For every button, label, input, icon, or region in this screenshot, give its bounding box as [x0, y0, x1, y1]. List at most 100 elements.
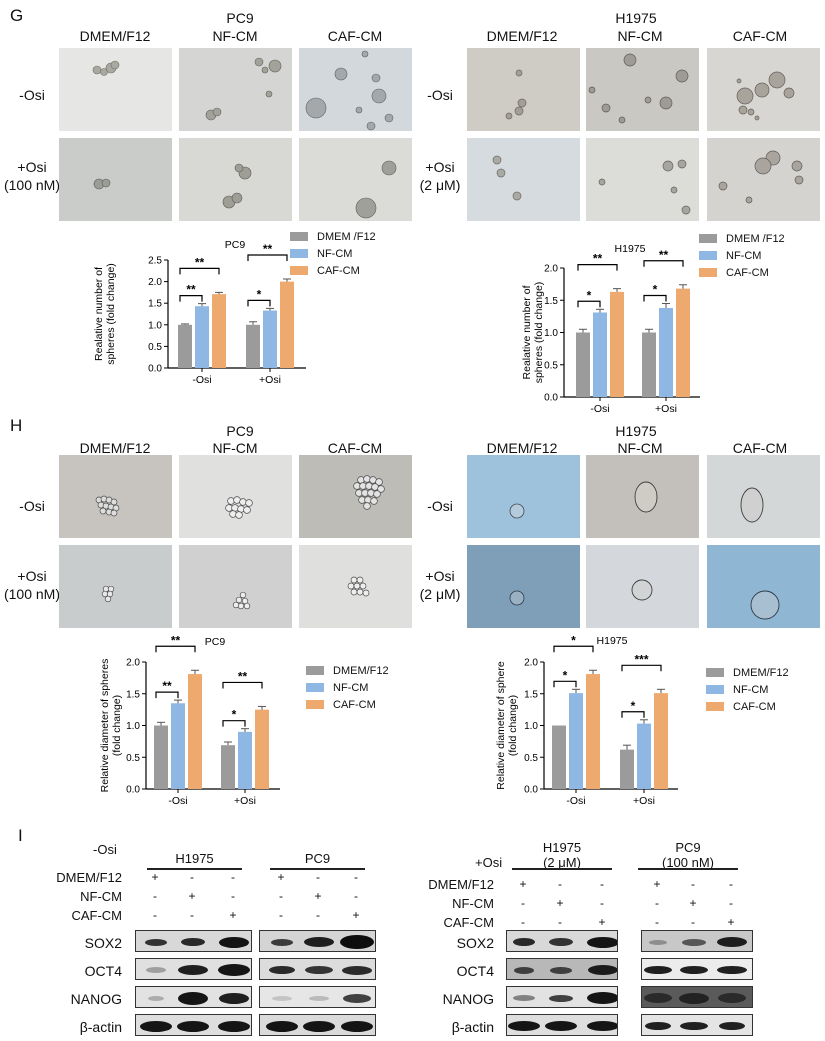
protein-band — [717, 937, 747, 947]
protein-band — [587, 936, 617, 948]
y-tick-label: 2.0 — [126, 658, 140, 669]
protein-band — [513, 995, 535, 1001]
micrograph-h-pc9-nf-plus — [179, 545, 292, 628]
legend-item: DMEM /F12 — [699, 230, 785, 247]
micrograph-g-pc9-caf-plus — [299, 138, 412, 221]
treatment-sign: - — [600, 877, 604, 891]
micrograph-h-h1975-caf-minus — [707, 455, 820, 538]
treatment-sign: + — [689, 896, 697, 910]
g-right-col-caf: CAF-CM — [732, 28, 788, 44]
micrograph-g-h1975-dmem-plus — [467, 138, 580, 221]
treatment-label: DMEM/F12 — [56, 870, 122, 885]
treatment-label: CAF-CM — [443, 915, 494, 930]
y-tick-label: 1.0 — [126, 721, 140, 732]
protein-band — [178, 991, 208, 1005]
treatment-label: CAF-CM — [71, 908, 122, 923]
y-tick-label: 0.0 — [524, 785, 538, 796]
significance-bracket — [643, 294, 667, 302]
cell-line-header: PC9 — [270, 851, 365, 866]
legend-h-pc9: DMEM/F12 NF-CM CAF-CM — [306, 662, 389, 713]
chart-title: H1975 — [615, 243, 646, 255]
blot-strip — [641, 930, 753, 952]
micrograph-g-pc9-nf-plus — [179, 138, 292, 221]
g-right-col-dmem: DMEM/F12 — [486, 28, 558, 44]
swatch — [306, 700, 324, 709]
y-tick-label: 1.0 — [524, 721, 538, 732]
legend-item: NF-CM — [706, 681, 789, 698]
protein-band — [587, 992, 617, 1004]
bar — [188, 674, 202, 789]
treatment-sign: - — [521, 915, 525, 929]
y-tick-label: 1.5 — [524, 689, 538, 700]
significance-label: ** — [195, 255, 205, 269]
y-tick-label: 1.5 — [126, 689, 140, 700]
protein-band — [218, 964, 250, 976]
y-axis-label: spheres (fold change) — [533, 282, 545, 384]
protein-band — [148, 995, 164, 1001]
h-right-cell-line: H1975 — [615, 423, 657, 439]
significance-bracket — [577, 264, 618, 271]
significance-bracket — [553, 645, 594, 653]
chart-title: H1975 — [597, 635, 628, 647]
protein-band — [271, 938, 293, 946]
protein-band — [269, 966, 295, 974]
cell-line-header: H1975 (2 μM) — [512, 840, 612, 870]
protein-band — [508, 1021, 540, 1031]
cell-line-header: H1975 — [147, 851, 242, 866]
treatment-sign: - — [279, 889, 283, 903]
protein-band — [645, 1022, 671, 1030]
protein-band — [181, 938, 205, 946]
bar — [659, 307, 673, 397]
protein-label: OCT4 — [84, 963, 122, 979]
x-tick-label: +Osi — [259, 374, 281, 386]
treatment-sign: - — [231, 889, 235, 903]
treatment-sign: - — [691, 915, 695, 929]
panel-letter-h: H — [10, 416, 23, 435]
significance-bracket — [621, 711, 645, 718]
protein-band — [719, 1022, 745, 1030]
bar — [586, 674, 600, 789]
swatch — [290, 249, 308, 258]
micrograph-g-h1975-nf-plus — [586, 138, 699, 221]
significance-label: *** — [634, 652, 648, 666]
treatment-sign: - — [190, 908, 194, 922]
h-left-cell-line: PC9 — [226, 423, 254, 439]
protein-band — [549, 938, 573, 946]
y-tick-label: 2.0 — [148, 277, 162, 288]
panel-letter-i: I — [18, 826, 23, 845]
treatment-sign: + — [598, 915, 606, 929]
micrograph-h-pc9-caf-plus — [299, 545, 412, 628]
blot-strip — [506, 986, 618, 1008]
bar — [246, 324, 260, 368]
micrograph-h-h1975-nf-plus — [586, 545, 699, 628]
swatch — [699, 234, 717, 243]
treatment-sign: - — [655, 915, 659, 929]
treatment-sign: - — [279, 908, 283, 922]
bar — [280, 281, 294, 368]
swatch — [290, 232, 308, 241]
legend-item: DMEM/F12 — [706, 664, 789, 681]
swatch — [706, 668, 724, 677]
micrograph-h-h1975-dmem-plus — [467, 545, 580, 628]
swatch — [306, 666, 324, 675]
y-tick-label: 2.0 — [524, 658, 538, 669]
protein-label: NANOG — [442, 991, 494, 1007]
treatment-sign: + — [653, 877, 661, 891]
protein-band — [219, 936, 249, 948]
micrograph-g-h1975-dmem-minus — [467, 48, 580, 131]
bar — [195, 306, 209, 368]
protein-band — [680, 966, 708, 974]
treatment-sign: + — [188, 889, 196, 903]
treatment-sign: + — [314, 889, 322, 903]
protein-band — [309, 995, 329, 1001]
bar — [263, 310, 277, 368]
significance-label: ** — [186, 283, 196, 297]
osi-condition-label: +Osi — [475, 855, 503, 870]
significance-bracket — [577, 300, 601, 308]
significance-label: * — [232, 708, 237, 722]
protein-band — [514, 966, 534, 974]
blot-strip — [259, 958, 376, 980]
protein-band — [545, 1021, 577, 1031]
protein-band — [549, 994, 573, 1002]
blot-strip — [506, 930, 618, 952]
